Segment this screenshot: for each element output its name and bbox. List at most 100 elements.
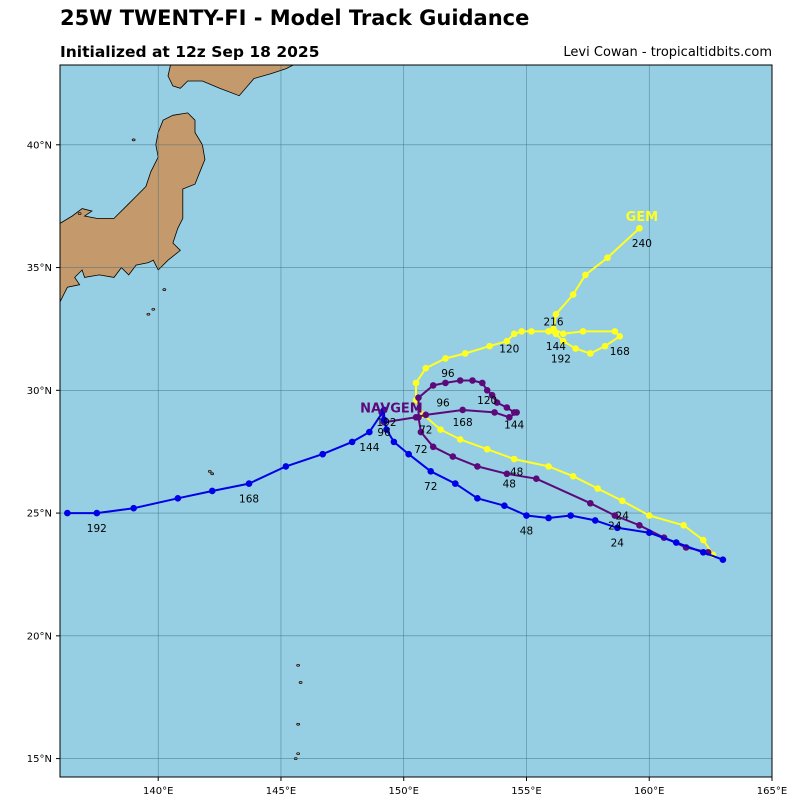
track-point	[645, 529, 653, 537]
forecast-hour-label: 72	[424, 481, 437, 493]
track-point	[442, 379, 449, 387]
forecast-hour-label: 192	[551, 353, 571, 365]
track-point	[451, 480, 459, 487]
forecast-hour-label: 192	[377, 417, 397, 429]
lon-tick-label: 145°E	[266, 786, 296, 797]
track-point	[616, 332, 624, 340]
track-point	[503, 470, 511, 478]
forecast-hour-label: 120	[499, 344, 519, 356]
track-point	[474, 463, 481, 470]
island	[146, 312, 151, 316]
track-point	[567, 512, 574, 519]
track-yellow	[412, 224, 717, 559]
track-point	[611, 328, 619, 335]
track-point	[719, 556, 727, 564]
track-point	[208, 487, 216, 495]
forecast-hour-label: 168	[453, 417, 473, 429]
lat-tick-label: 35°N	[27, 263, 52, 274]
lat-tick-label: 20°N	[27, 631, 52, 642]
track-point	[645, 512, 653, 519]
island	[296, 663, 301, 667]
lat-tick-label: 15°N	[27, 754, 52, 765]
island	[162, 288, 167, 291]
track-point	[503, 404, 511, 411]
track-point	[503, 337, 511, 345]
model-name-label: GEM	[626, 210, 659, 225]
forecast-hour-label: 72	[414, 444, 427, 456]
track-point	[636, 224, 643, 232]
track-point	[569, 291, 577, 298]
track-point	[491, 409, 498, 416]
track-point	[680, 522, 687, 529]
track-point	[429, 443, 437, 451]
forecast-hour-label: 144	[504, 420, 524, 432]
track-point	[560, 330, 567, 338]
lat-tick-label: 30°N	[27, 386, 52, 397]
forecast-hour-label: 192	[87, 523, 107, 535]
island	[77, 212, 82, 215]
forecast-hour-label: 48	[503, 479, 516, 491]
track-point	[587, 499, 594, 507]
page-title: 25W TWENTY-FI - Model Track Guidance	[60, 6, 530, 30]
track-point	[528, 328, 535, 335]
track-point	[174, 495, 182, 502]
forecast-hour-label: 48	[520, 525, 533, 537]
track-point	[579, 328, 587, 335]
lon-tick-label: 150°E	[389, 786, 419, 797]
track-point	[245, 480, 253, 487]
forecast-hour-label: 144	[359, 442, 379, 454]
track-point	[282, 463, 290, 470]
track-point	[545, 463, 552, 470]
track-point	[412, 379, 420, 387]
map-frame	[59, 64, 773, 778]
forecast-hour-label: 96	[436, 398, 450, 410]
forecast-hour-label: 72	[419, 425, 432, 437]
axis-ticks: 140°E 145°E 150°E 155°E 160°E 165°E 15°N 20°N 25…	[27, 140, 787, 797]
track-point	[412, 414, 420, 421]
track-point	[518, 328, 525, 335]
lon-tick-label: 155°E	[511, 786, 541, 797]
track-point	[422, 364, 430, 372]
island	[151, 307, 156, 311]
land-honshu	[60, 65, 206, 303]
track-point	[474, 495, 481, 502]
track-point	[582, 271, 589, 279]
track-point	[591, 517, 599, 524]
forecast-hour-label: 144	[546, 341, 566, 353]
track-point	[611, 512, 619, 519]
lon-tick-label: 140°E	[143, 786, 173, 797]
track-point	[699, 549, 707, 556]
track-point	[64, 509, 71, 517]
track-point	[510, 455, 518, 463]
model-tracks	[64, 224, 727, 564]
forecast-hour-label: 24	[608, 520, 622, 532]
land-hokkaido	[60, 65, 294, 97]
track-point	[483, 445, 491, 453]
track-point	[614, 524, 621, 532]
track-point	[422, 411, 430, 419]
graticule	[60, 65, 772, 777]
forecast-hour-label: 96	[441, 368, 455, 380]
track-point	[501, 502, 508, 510]
track-point	[587, 350, 594, 357]
track-point	[560, 337, 567, 345]
track-point	[405, 450, 412, 458]
track-point	[513, 409, 520, 416]
forecast-hour-label: 96	[377, 427, 391, 439]
forecast-hour-label: 24	[611, 538, 625, 550]
track-point	[601, 342, 609, 350]
land-layer	[60, 65, 303, 760]
track-point	[449, 453, 457, 460]
forecast-hour-label: 120	[477, 395, 497, 407]
track-point	[380, 406, 388, 414]
track-point	[427, 468, 435, 475]
track-point	[459, 406, 466, 414]
track-point	[572, 345, 579, 352]
track-point	[552, 310, 560, 318]
track-point	[533, 475, 540, 482]
track-point	[390, 438, 398, 446]
model-name-label: NAVGEM	[360, 401, 423, 416]
track-point	[437, 426, 444, 433]
